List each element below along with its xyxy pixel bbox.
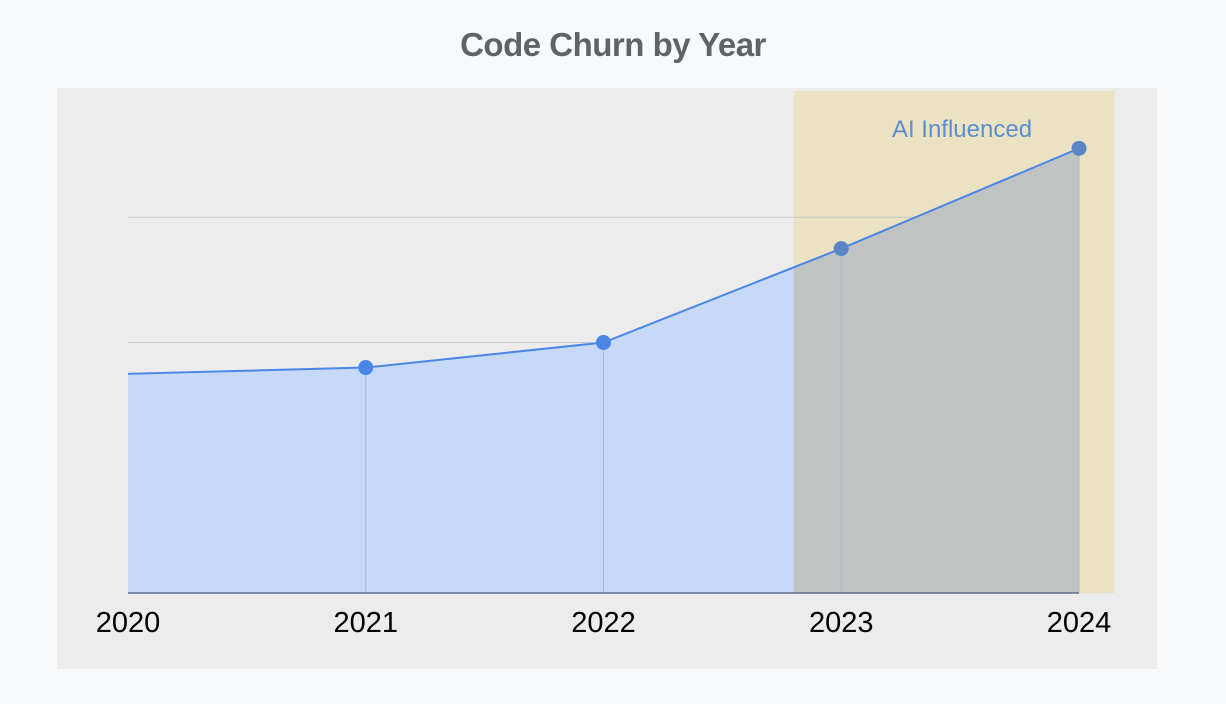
x-tick-label-2020: 2020 [96, 607, 161, 639]
x-tick-label-2024: 2024 [1047, 607, 1112, 639]
x-tick-labels: 2020 2021 2022 2023 2024 [96, 607, 1112, 639]
highlight-label: AI Influenced [892, 116, 1032, 143]
data-points [358, 140, 1087, 376]
x-tick-label-2021: 2021 [333, 607, 398, 639]
vertical-gridlines [365, 148, 1080, 593]
highlight-overlay [793, 148, 1079, 594]
data-point-2021 [358, 360, 374, 376]
x-tick-label-2022: 2022 [571, 607, 636, 639]
x-tick-label-2023: 2023 [809, 607, 874, 639]
data-point-2023 [833, 241, 849, 257]
chart-title: Code Churn by Year [460, 26, 766, 63]
data-point-2022 [596, 335, 611, 350]
data-point-2024 [1071, 140, 1087, 156]
